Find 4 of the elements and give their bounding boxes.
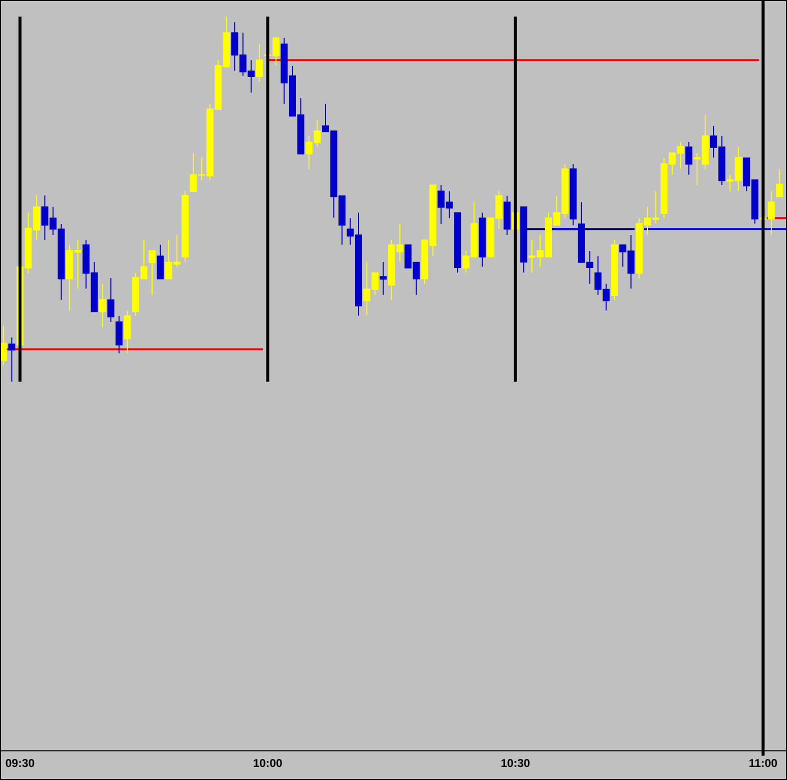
x-tick-label: 10:00 xyxy=(254,758,282,768)
x-tick-label: 11:00 xyxy=(749,758,777,768)
x-tick-label: 09:30 xyxy=(6,758,34,768)
x-tick-label: 10:30 xyxy=(501,758,530,768)
